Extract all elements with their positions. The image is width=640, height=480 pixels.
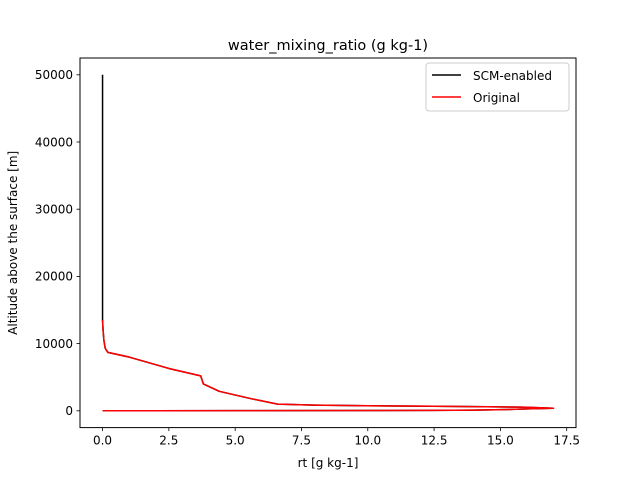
plot-area-frame [79,57,577,429]
chart-title: water_mixing_ratio (g kg-1) [228,38,428,54]
x-tick-label: 15.0 [487,434,514,448]
y-tick-label: 10000 [35,337,73,351]
y-axis-title: Altitude above the surface [m] [6,151,20,335]
y-tick-label: 30000 [35,203,73,217]
legend-label-original: Original [473,91,520,105]
series-line-original [101,320,555,412]
y-tick-label: 50000 [35,68,73,82]
x-tick-label: 12.5 [421,434,448,448]
x-tick-label: 2.5 [159,434,178,448]
x-axis-title: rt [g kg-1] [298,456,359,470]
y-tick-label: 20000 [35,270,73,284]
legend: SCM-enabled Original [425,62,570,112]
y-axis-ticks: 0 10000 20000 30000 40000 50000 [35,68,80,418]
y-tick-label: 40000 [35,135,73,149]
plot-series [101,74,555,412]
y-tick-label: 0 [65,404,73,418]
x-tick-label: 5.0 [226,434,245,448]
x-tick-label: 10.0 [354,434,381,448]
x-tick-label: 7.5 [292,434,311,448]
x-tick-label: 17.5 [553,434,580,448]
x-axis-ticks: 0.0 2.5 5.0 7.5 10.0 12.5 15.0 17.5 [93,427,580,448]
legend-label-scm-enabled: SCM-enabled [473,69,552,83]
legend-box [425,62,570,112]
x-tick-label: 0.0 [93,434,112,448]
